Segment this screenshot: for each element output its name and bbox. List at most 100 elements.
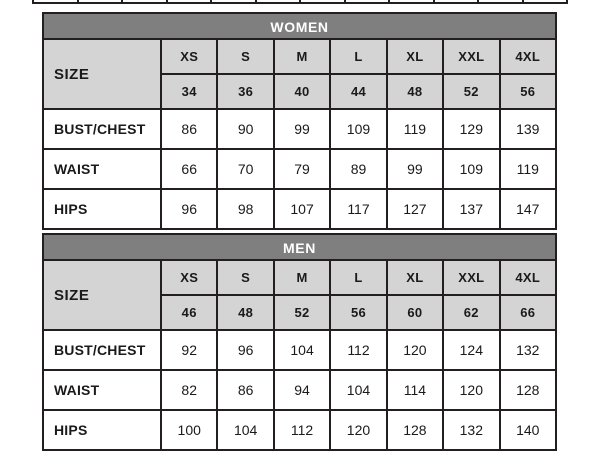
size-letter-cell: 4XL <box>515 49 541 64</box>
measurement-label: WAIST <box>44 150 162 188</box>
measurement-value: 132 <box>444 411 501 449</box>
table-row: WAIST 82 86 94 104 114 120 128 <box>44 371 555 411</box>
fragment-cell <box>524 0 567 2</box>
size-letter-cell: 4XL <box>515 270 541 285</box>
table-row: HIPS 96 98 107 117 127 137 147 <box>44 190 555 228</box>
measurement-value: 104 <box>331 371 388 409</box>
fragment-cell <box>212 0 257 2</box>
measurement-value: 104 <box>218 411 275 449</box>
measurement-value: 109 <box>444 150 501 188</box>
measurement-value: 128 <box>516 382 540 398</box>
fragment-cell <box>257 0 301 2</box>
size-letter-cell: M <box>275 40 332 73</box>
measurement-value: 90 <box>218 110 275 148</box>
measurement-value: 139 <box>516 121 540 137</box>
measurement-value: 129 <box>444 110 501 148</box>
fragment-cell <box>346 0 390 2</box>
measurement-label: BUST/CHEST <box>44 110 162 148</box>
measurement-value: 112 <box>331 331 388 369</box>
measurement-value: 99 <box>388 150 445 188</box>
size-label-women: SIZE <box>44 40 162 108</box>
size-grid-women: XS S M L XL XXL 4XL 34 36 40 44 48 52 56 <box>162 40 555 108</box>
measurement-value: 86 <box>218 371 275 409</box>
size-letter-cell: L <box>331 261 388 294</box>
measurement-value: 120 <box>331 411 388 449</box>
size-letter-cell: S <box>218 40 275 73</box>
size-number-cell: 44 <box>331 75 388 108</box>
measurement-value: 120 <box>444 371 501 409</box>
size-grid-men: XS S M L XL XXL 4XL 46 48 52 56 60 62 66 <box>162 261 555 329</box>
size-letters-row-men: XS S M L XL XXL 4XL <box>162 261 555 296</box>
measurement-value: 70 <box>218 150 275 188</box>
size-number-cell: 46 <box>162 296 219 329</box>
measurement-value: 89 <box>331 150 388 188</box>
measurement-value: 117 <box>331 190 388 228</box>
fragment-cell <box>123 0 168 2</box>
table-row: WAIST 66 70 79 89 99 109 119 <box>44 150 555 190</box>
size-letter-cell: XXL <box>444 261 501 294</box>
measurement-value: 86 <box>162 110 219 148</box>
measurement-label: BUST/CHEST <box>44 331 162 369</box>
measurement-value: 92 <box>162 331 219 369</box>
measurement-value: 132 <box>516 342 540 358</box>
measurement-value: 79 <box>275 150 332 188</box>
fragment-cell <box>79 0 123 2</box>
measurement-value: 112 <box>275 411 332 449</box>
size-label-men: SIZE <box>44 261 162 329</box>
size-letter-cell: XS <box>162 40 219 73</box>
fragment-cell <box>301 0 346 2</box>
measurement-value: 137 <box>444 190 501 228</box>
size-number-cell: 36 <box>218 75 275 108</box>
size-letter-cell: XL <box>388 40 445 73</box>
size-number-cell: 62 <box>444 296 501 329</box>
size-numbers-row-men: 46 48 52 56 60 62 66 <box>162 296 555 329</box>
measurement-label: HIPS <box>44 190 162 228</box>
size-number-cell: 56 <box>520 84 536 99</box>
measurement-value: 82 <box>162 371 219 409</box>
measurement-value: 104 <box>275 331 332 369</box>
size-table-body-women: BUST/CHEST 86 90 99 109 119 129 139 WAIST 66 70 79 8… <box>44 110 555 228</box>
fragment-cell <box>390 0 435 2</box>
size-number-cell: 52 <box>444 75 501 108</box>
measurement-value: 119 <box>388 110 445 148</box>
measurement-value: 100 <box>162 411 219 449</box>
measurement-value: 114 <box>388 371 445 409</box>
table-row: HIPS 100 104 112 120 128 132 140 <box>44 411 555 449</box>
measurement-value: 107 <box>275 190 332 228</box>
size-number-cell: 52 <box>275 296 332 329</box>
size-number-cell: 34 <box>162 75 219 108</box>
measurement-label: HIPS <box>44 411 162 449</box>
size-letter-cell: M <box>275 261 332 294</box>
size-numbers-row-women: 34 36 40 44 48 52 56 <box>162 75 555 108</box>
measurement-value: 127 <box>388 190 445 228</box>
measurement-value: 96 <box>218 331 275 369</box>
size-letters-row-women: XS S M L XL XXL 4XL <box>162 40 555 75</box>
table-title-women: WOMEN <box>44 14 555 40</box>
measurement-value: 128 <box>388 411 445 449</box>
measurement-value: 99 <box>275 110 332 148</box>
size-letter-cell: XXL <box>444 40 501 73</box>
size-table-body-men: BUST/CHEST 92 96 104 112 120 124 132 WAIST 82 86 94… <box>44 331 555 449</box>
measurement-value: 147 <box>516 201 540 217</box>
fragment-cell <box>479 0 524 2</box>
measurement-value: 119 <box>516 161 539 177</box>
size-number-cell: 48 <box>388 75 445 108</box>
size-number-cell: 40 <box>275 75 332 108</box>
size-table-men: MEN SIZE XS S M L XL XXL 4XL 46 48 52 56 60 62 66 BU… <box>42 233 557 451</box>
measurement-value: 94 <box>275 371 332 409</box>
measurement-value: 96 <box>162 190 219 228</box>
measurement-value: 109 <box>331 110 388 148</box>
fragment-cell <box>34 0 79 2</box>
fragment-cell <box>435 0 479 2</box>
size-letter-cell: XS <box>162 261 219 294</box>
measurement-label: WAIST <box>44 371 162 409</box>
table-row: BUST/CHEST 86 90 99 109 119 129 139 <box>44 110 555 150</box>
fragment-cell <box>168 0 212 2</box>
cut-off-table-fragment <box>32 0 568 4</box>
size-letter-cell: S <box>218 261 275 294</box>
size-number-cell: 48 <box>218 296 275 329</box>
size-table-women: WOMEN SIZE XS S M L XL XXL 4XL 34 36 40 44 48 52 56 … <box>42 12 557 230</box>
size-number-cell: 60 <box>388 296 445 329</box>
measurement-value: 140 <box>516 422 540 438</box>
measurement-value: 124 <box>444 331 501 369</box>
